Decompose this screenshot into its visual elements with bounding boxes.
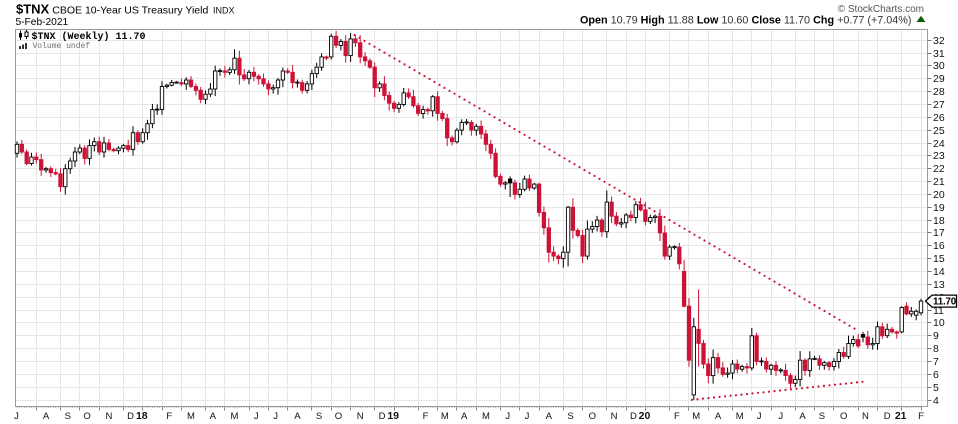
svg-text:16: 16: [933, 240, 945, 252]
svg-text:28: 28: [933, 86, 945, 98]
svg-text:15: 15: [933, 253, 945, 265]
svg-text:23: 23: [933, 150, 945, 162]
svg-text:J: J: [254, 411, 259, 422]
svg-text:7: 7: [933, 356, 939, 368]
svg-text:M: M: [482, 411, 490, 422]
svg-text:F: F: [674, 411, 680, 422]
svg-text:O: O: [589, 411, 596, 422]
svg-text:6: 6: [933, 369, 939, 381]
svg-text:32: 32: [933, 35, 945, 47]
svg-text:13: 13: [933, 279, 945, 291]
svg-text:S: S: [819, 411, 825, 422]
svg-text:18: 18: [136, 410, 148, 422]
svg-text:$TNX (Weekly) 11.70: $TNX (Weekly) 11.70: [32, 31, 146, 43]
svg-text:O: O: [335, 411, 342, 422]
svg-text:O: O: [83, 411, 90, 422]
svg-text:29: 29: [933, 73, 945, 85]
svg-text:M: M: [187, 411, 195, 422]
svg-text:M: M: [692, 411, 700, 422]
svg-text:25: 25: [933, 125, 945, 137]
svg-text:21: 21: [933, 176, 945, 188]
svg-text:N: N: [357, 411, 364, 422]
svg-text:J: J: [14, 411, 19, 422]
svg-text:19: 19: [387, 410, 399, 422]
svg-text:A: A: [43, 411, 50, 422]
svg-text:18: 18: [933, 215, 945, 227]
svg-text:A: A: [546, 411, 553, 422]
svg-text:11.70: 11.70: [933, 297, 957, 308]
svg-text:F: F: [423, 411, 429, 422]
svg-text:20: 20: [933, 189, 945, 201]
svg-text:A: A: [294, 411, 301, 422]
svg-text:5-Feb-2021: 5-Feb-2021: [16, 17, 69, 28]
svg-text:M: M: [441, 411, 449, 422]
svg-text:J: J: [525, 411, 530, 422]
svg-text:D: D: [127, 411, 134, 422]
svg-text:O: O: [840, 411, 847, 422]
svg-text:4: 4: [933, 395, 939, 407]
svg-text:N: N: [611, 411, 618, 422]
svg-text:© StockCharts.com: © StockCharts.com: [838, 4, 924, 15]
svg-text:9: 9: [933, 330, 939, 342]
svg-text:S: S: [567, 411, 573, 422]
svg-text:S: S: [316, 411, 322, 422]
svg-text:11: 11: [933, 305, 944, 317]
svg-text:F: F: [918, 411, 924, 422]
svg-text:J: J: [778, 411, 783, 422]
svg-text:$TNX: $TNX: [16, 2, 50, 17]
svg-text:31: 31: [933, 48, 945, 60]
svg-text:20: 20: [639, 410, 651, 422]
svg-text:M: M: [231, 411, 239, 422]
svg-text:INDX: INDX: [213, 6, 235, 16]
svg-text:21: 21: [895, 410, 907, 422]
svg-text:D: D: [884, 411, 891, 422]
svg-text:N: N: [862, 411, 869, 422]
svg-text:10: 10: [933, 317, 945, 329]
svg-text:F: F: [166, 411, 172, 422]
svg-text:A: A: [461, 411, 468, 422]
svg-text:26: 26: [933, 112, 945, 124]
svg-text:A: A: [799, 411, 806, 422]
svg-text:A: A: [210, 411, 217, 422]
svg-text:8: 8: [933, 343, 939, 355]
svg-text:5: 5: [933, 382, 939, 394]
svg-text:30: 30: [933, 60, 945, 72]
svg-text:CBOE 10-Year US Treasury Yield: CBOE 10-Year US Treasury Yield: [52, 5, 208, 17]
svg-text:J: J: [273, 411, 278, 422]
svg-text:24: 24: [933, 138, 945, 150]
svg-text:14: 14: [933, 266, 945, 278]
svg-text:J: J: [505, 411, 510, 422]
svg-text:M: M: [736, 411, 744, 422]
svg-text:Volume undef: Volume undef: [33, 42, 91, 51]
svg-text:22: 22: [933, 163, 945, 175]
svg-text:D: D: [630, 411, 637, 422]
svg-text:Open 10.79 High 11.88 Low 10.6: Open 10.79 High 11.88 Low 10.60 Close 11…: [580, 15, 912, 27]
svg-text:27: 27: [933, 99, 945, 111]
svg-text:19: 19: [933, 202, 945, 214]
svg-text:17: 17: [933, 227, 945, 239]
svg-text:D: D: [379, 411, 386, 422]
svg-text:J: J: [757, 411, 762, 422]
svg-text:S: S: [65, 411, 71, 422]
svg-text:N: N: [105, 411, 112, 422]
svg-text:A: A: [715, 411, 722, 422]
